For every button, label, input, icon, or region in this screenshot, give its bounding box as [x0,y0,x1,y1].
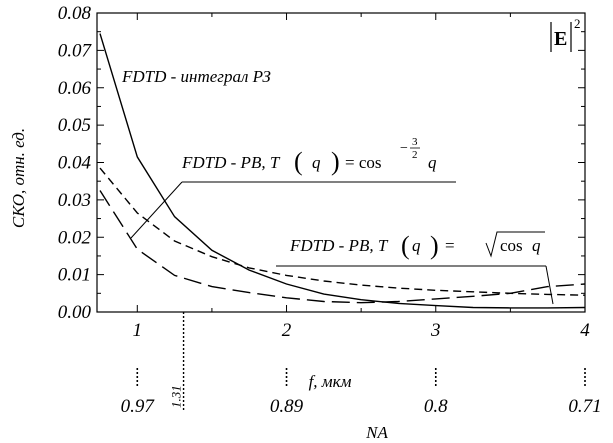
svg-text:q: q [532,236,541,255]
leader-line-rv-sqrt-cos [545,265,554,305]
secondary-axis-label: NA [365,423,388,442]
na-tick-label: 0.8 [424,396,448,417]
svg-text:=: = [445,236,455,255]
svg-text:2: 2 [574,16,581,31]
svg-text:FDTD - РВ, T: FDTD - РВ, T [181,153,281,172]
annotation-fdtd-rv-sqrt-cos: FDTD - РВ, T ( q ) = cos q [276,231,546,267]
y-tick-label: 0.00 [58,302,92,323]
y-tick-label: 0.05 [58,115,91,136]
svg-text:(: ( [401,231,410,260]
svg-text:): ) [430,231,439,260]
y-tick-label: 0.07 [58,40,93,61]
annotation-fdtd-integral: FDTD - интеграл РЗ [121,67,271,86]
svg-text:FDTD - РВ, T: FDTD - РВ, T [289,236,389,255]
svg-text:E: E [554,28,567,50]
na-tick-label: 0.71 [568,396,601,417]
x-tick-label: 2 [282,320,292,341]
y-axis-label: СКО, отн. ед. [9,128,28,228]
plot-area [96,12,586,313]
plot-frame [96,12,586,313]
svg-text:(: ( [294,147,303,176]
y-tick-label: 0.02 [58,227,92,248]
leader-line-rv-cos-power [130,181,183,239]
series-line-0 [99,33,586,309]
series-layer [99,33,586,309]
x-axis-label: f, мкм [309,372,352,391]
x-tick-label: 1 [133,320,143,341]
na-tick-label: 0.89 [270,396,304,417]
svg-text:2: 2 [412,149,418,161]
na-tick-label: 0.97 [121,396,156,417]
y-tick-label: 0.03 [58,190,91,211]
svg-text:cos: cos [500,236,523,255]
y-tick-label: 0.04 [58,153,92,174]
y-tick-label: 0.08 [58,3,92,24]
svg-text:q: q [428,153,437,172]
svg-text:q: q [312,153,321,172]
na-marker-label: 1.31 [169,385,184,408]
y-tick-label: 0.01 [58,265,91,286]
svg-text:−: − [400,141,408,156]
svg-text:q: q [412,236,421,255]
svg-text:= cos: = cos [345,153,382,172]
y-tick-label: 0.06 [58,78,92,99]
annotation-fdtd-rv-cos-power: FDTD - РВ, T q ( ) = cos − 3 2 q [181,136,456,183]
ticks-layer: 0.000.010.020.030.040.050.060.070.081 2 3 4… [58,3,602,417]
svg-text:): ) [331,147,340,176]
x-tick-label: 4 [580,320,590,341]
x-tick-label: 3 [430,320,441,341]
svg-text:3: 3 [412,136,418,148]
field-intensity-label: E 2 [550,16,581,52]
series-line-2 [99,190,586,304]
series-line-1 [99,167,586,296]
